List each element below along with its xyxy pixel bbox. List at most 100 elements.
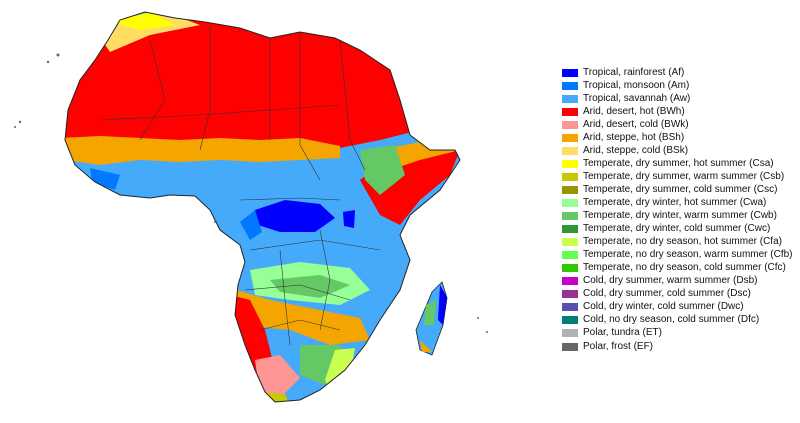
legend-label: Temperate, no dry season, cold summer (C… xyxy=(583,262,786,274)
border-line xyxy=(249,239,381,251)
legend-item: Arid, desert, cold (BWk) xyxy=(562,118,798,131)
legend-item: Temperate, dry winter, cold summer (Cwc) xyxy=(562,223,798,236)
border-line xyxy=(244,284,351,301)
legend-swatch xyxy=(562,316,578,325)
legend-label: Temperate, dry winter, warm summer (Cwb) xyxy=(583,210,777,222)
legend-label: Polar, tundra (ET) xyxy=(583,327,662,339)
legend-label: Temperate, dry summer, cold summer (Csc) xyxy=(583,183,778,195)
zone-bwh-sahara xyxy=(65,20,420,148)
legend-item: Temperate, dry winter, hot summer (Cwa) xyxy=(562,196,798,209)
legend-item: Polar, frost (EF) xyxy=(562,340,798,353)
legend-swatch xyxy=(562,225,578,234)
legend-label: Arid, desert, cold (BWk) xyxy=(583,118,689,130)
island-dot xyxy=(18,120,22,124)
madagascar-south-arid xyxy=(420,340,432,352)
island-dot xyxy=(14,126,16,128)
border-line xyxy=(239,197,341,201)
legend-swatch xyxy=(562,212,578,221)
legend-label: Temperate, no dry season, hot summer (Cf… xyxy=(583,236,782,248)
legend-item: Temperate, dry summer, cold summer (Csc) xyxy=(562,183,798,196)
legend-item: Cold, no dry season, cold summer (Dfc) xyxy=(562,314,798,327)
island-dot xyxy=(477,317,479,319)
legend-item: Tropical, rainforest (Af) xyxy=(562,66,798,79)
legend-label: Temperate, dry winter, hot summer (Cwa) xyxy=(583,196,767,208)
legend-item: Tropical, monsoon (Am) xyxy=(562,79,798,92)
legend-swatch xyxy=(562,68,578,77)
legend-label: Cold, no dry season, cold summer (Dfc) xyxy=(583,314,760,326)
legend-swatch xyxy=(562,342,578,351)
legend-label: Temperate, dry winter, cold summer (Cwc) xyxy=(583,223,771,235)
legend-swatch xyxy=(562,159,578,168)
map-continent xyxy=(65,12,460,402)
legend-label: Arid, steppe, hot (BSh) xyxy=(583,131,685,143)
legend-label: Tropical, rainforest (Af) xyxy=(583,66,685,78)
border-line xyxy=(199,25,211,151)
border-line xyxy=(339,39,366,171)
legend-item: Temperate, dry summer, hot summer (Csa) xyxy=(562,157,798,170)
legend-swatch xyxy=(562,198,578,207)
country-borders xyxy=(99,25,381,346)
legend-swatch xyxy=(562,290,578,299)
small-islands xyxy=(14,53,488,333)
zone-cwb-ethiopia xyxy=(360,145,405,195)
legend-item: Cold, dry summer, warm summer (Dsb) xyxy=(562,275,798,288)
legend-item: Temperate, no dry season, warm summer (C… xyxy=(562,249,798,262)
legend-label: Temperate, dry summer, hot summer (Csa) xyxy=(583,157,774,169)
island-dot xyxy=(486,331,488,333)
legend-label: Temperate, no dry season, warm summer (C… xyxy=(583,249,793,261)
legend-label: Temperate, dry summer, warm summer (Csb) xyxy=(583,170,785,182)
legend-item: Arid, desert, hot (BWh) xyxy=(562,105,798,118)
border-line xyxy=(279,249,291,346)
legend-swatch xyxy=(562,264,578,273)
island-dot xyxy=(214,221,216,223)
zone-bsk-north-coast xyxy=(95,12,200,52)
legend-item: Tropical, savannah (Aw) xyxy=(562,92,798,105)
legend-item: Arid, steppe, hot (BSh) xyxy=(562,131,798,144)
legend-label: Arid, desert, hot (BWh) xyxy=(583,105,685,117)
legend-item: Cold, dry summer, cold summer (Dsc) xyxy=(562,288,798,301)
border-line xyxy=(299,32,321,181)
border-line xyxy=(319,229,331,331)
africa-climate-map xyxy=(14,11,488,403)
legend-swatch xyxy=(562,329,578,338)
zone-bsh-sahel xyxy=(65,136,340,165)
legend-label: Cold, dry winter, cold summer (Dwc) xyxy=(583,301,744,313)
climate-legend: Tropical, rainforest (Af) Tropical, monso… xyxy=(562,66,798,353)
legend-label: Tropical, savannah (Aw) xyxy=(583,92,691,104)
legend-item: Temperate, dry winter, warm summer (Cwb) xyxy=(562,210,798,223)
legend-swatch xyxy=(562,94,578,103)
legend-swatch xyxy=(562,146,578,155)
zone-bsh-south-belt xyxy=(230,288,370,345)
zone-csa-maghreb xyxy=(110,12,175,30)
legend-swatch xyxy=(562,251,578,260)
legend-swatch xyxy=(562,303,578,312)
border-line xyxy=(259,319,341,331)
legend-label: Cold, dry summer, cold summer (Dsc) xyxy=(583,288,751,300)
legend-label: Arid, steppe, cold (BSk) xyxy=(583,144,689,156)
legend-label: Tropical, monsoon (Am) xyxy=(583,79,690,91)
legend-swatch xyxy=(562,120,578,129)
island-dot xyxy=(46,60,50,64)
zone-af-congo xyxy=(255,200,335,232)
border-line xyxy=(139,39,166,141)
zone-am-congo-ring xyxy=(240,210,262,240)
legend-label: Cold, dry summer, warm summer (Dsb) xyxy=(583,275,758,287)
zone-am-west-coast xyxy=(90,168,120,190)
legend-swatch xyxy=(562,81,578,90)
legend-swatch xyxy=(562,185,578,194)
legend-swatch xyxy=(562,238,578,247)
legend-label: Polar, frost (EF) xyxy=(583,340,654,352)
border-line xyxy=(99,104,341,121)
legend-item: Temperate, dry summer, warm summer (Csb) xyxy=(562,170,798,183)
legend-item: Temperate, no dry season, hot summer (Cf… xyxy=(562,236,798,249)
legend-item: Arid, steppe, cold (BSk) xyxy=(562,144,798,157)
madagascar-east-rainforest xyxy=(438,285,447,325)
island-dot xyxy=(56,53,60,57)
legend-swatch xyxy=(562,172,578,181)
legend-swatch xyxy=(562,277,578,286)
legend-item: Temperate, no dry season, cold summer (C… xyxy=(562,262,798,275)
zone-bwk-karoo xyxy=(255,355,300,398)
legend-swatch xyxy=(562,107,578,116)
madagascar-highlands xyxy=(424,300,436,325)
zone-af-east xyxy=(343,210,355,228)
